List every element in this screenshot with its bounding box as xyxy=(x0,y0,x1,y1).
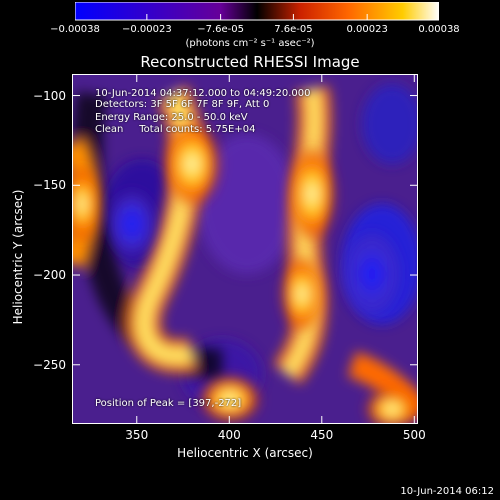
chart-title: Reconstructed RHESSI Image xyxy=(140,53,360,71)
colorbar-tick-label: 0.00023 xyxy=(346,24,388,35)
y-axis-label: Heliocentric Y (arcsec) xyxy=(11,189,25,325)
colorbar-tick-labels: −0.00038 −0.00023 −7.6e-05 7.6e-05 0.00023 0.… xyxy=(0,24,500,38)
colorbar-tick-label: 0.00038 xyxy=(418,24,460,35)
x-axis-label: Heliocentric X (arcsec) xyxy=(177,446,313,460)
annotation-peak-position: Position of Peak = [397,-272] xyxy=(95,398,242,409)
x-tick-label: 500 xyxy=(402,428,426,442)
colorbar-tick-label: −0.00023 xyxy=(121,24,172,35)
colorbar-unit-label: (photons cm⁻² s⁻¹ asec⁻²) xyxy=(185,38,315,49)
colorbar-tick-label: −7.6e-05 xyxy=(197,24,244,35)
colorbar-tick-label: 7.6e-05 xyxy=(274,24,313,35)
y-tick-label: −150 xyxy=(33,178,66,193)
annotation-time-range: 10-Jun-2014 04:37:12.000 to 04:49:20.000 xyxy=(95,88,311,99)
annotation-energy-range: Energy Range: 25.0 - 50.0 keV xyxy=(95,112,248,123)
x-tick-label: 450 xyxy=(310,428,334,442)
annotation-detectors: Detectors: 3F 5F 6F 7F 8F 9F, Att 0 xyxy=(95,99,270,110)
colorbar xyxy=(75,2,439,21)
x-tick-label: 400 xyxy=(217,428,241,442)
y-tick-label: −100 xyxy=(33,88,66,103)
y-tick-label: −250 xyxy=(33,357,66,372)
plot-area xyxy=(72,74,418,424)
annotation-total-counts: Clean Total counts: 5.75E+04 xyxy=(95,124,256,135)
x-tick-label: 350 xyxy=(125,428,149,442)
y-tick-label: −200 xyxy=(33,268,66,283)
colorbar-tick-label: −0.00038 xyxy=(50,24,100,35)
footer-timestamp: 10-Jun-2014 06:12 xyxy=(400,486,494,497)
